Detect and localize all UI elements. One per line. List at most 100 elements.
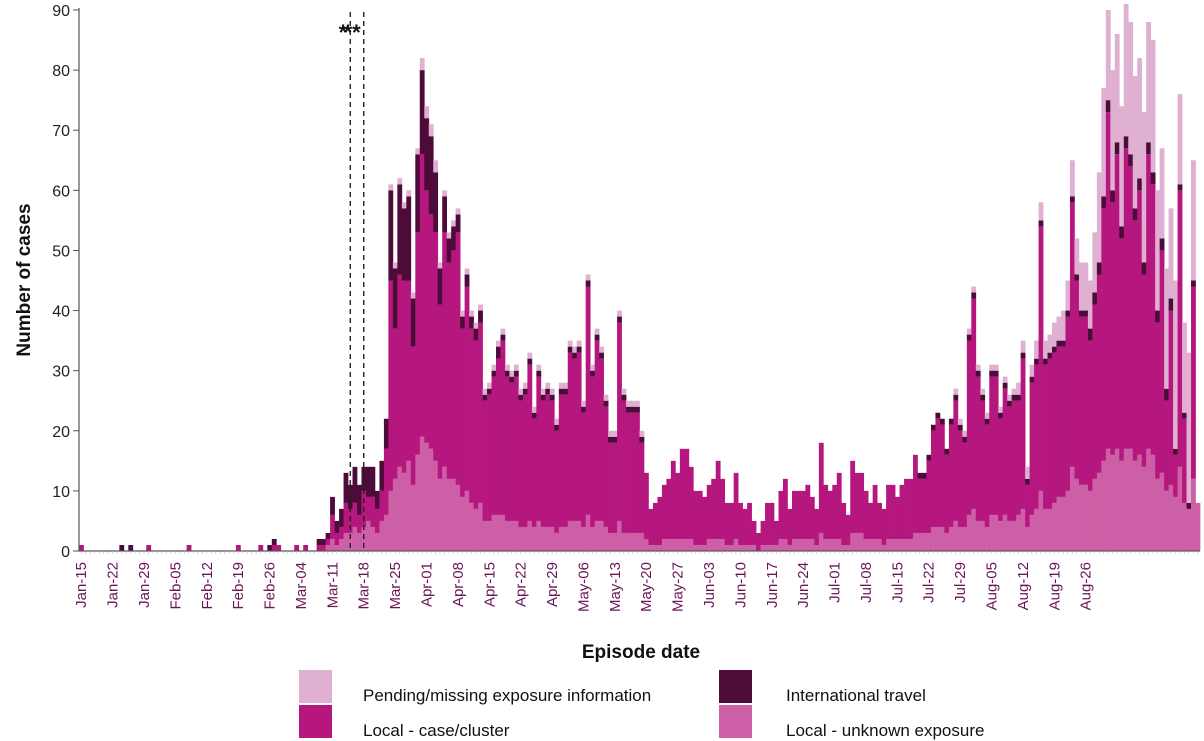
axes-layer bbox=[78, 8, 1200, 552]
bar-segment-unknown bbox=[859, 532, 865, 551]
legend-label-pending: Pending/missing exposure information bbox=[363, 686, 651, 705]
bar-segment-travel bbox=[1186, 502, 1192, 509]
bar-segment-pending bbox=[478, 304, 483, 311]
bar-segment-pending bbox=[531, 406, 537, 413]
bar-segment-unknown bbox=[1137, 454, 1143, 551]
bar-segment-travel bbox=[343, 472, 349, 503]
bar-segment-cluster bbox=[442, 232, 448, 467]
bar-segment-travel bbox=[935, 412, 941, 419]
bar-segment-cluster bbox=[1101, 208, 1107, 461]
y-tick-label: 20 bbox=[52, 424, 70, 441]
bar-segment-unknown bbox=[433, 460, 439, 551]
bar-segment-pending bbox=[527, 352, 533, 359]
bar-segment-cluster bbox=[1092, 304, 1098, 479]
bar-segment-travel bbox=[1007, 400, 1013, 407]
bar-segment-pending bbox=[509, 370, 515, 377]
bar-segment-cluster bbox=[1191, 286, 1196, 479]
bar-segment-pending bbox=[639, 430, 645, 437]
bar-segment-travel bbox=[1146, 142, 1152, 155]
bar-segment-cluster bbox=[688, 466, 694, 539]
bar-segment-travel bbox=[1092, 292, 1098, 305]
bar-segment-travel bbox=[1020, 352, 1026, 359]
bar-segment-pending bbox=[392, 262, 398, 269]
bar-segment-pending bbox=[424, 106, 430, 119]
x-tick-label: Jul-29 bbox=[952, 562, 969, 603]
bar-segment-pending bbox=[993, 364, 999, 371]
bar-segment-cluster bbox=[823, 484, 829, 539]
bar-segment-cluster bbox=[617, 322, 622, 521]
bar-segment-pending bbox=[1123, 3, 1129, 137]
bar-segment-cluster bbox=[325, 538, 331, 545]
bar-segment-unknown bbox=[352, 526, 358, 551]
y-tick-label: 40 bbox=[52, 304, 70, 321]
bar-segment-cluster bbox=[1182, 418, 1187, 503]
bar-segment-pending bbox=[966, 328, 972, 335]
bar-segment-cluster bbox=[697, 490, 703, 545]
x-tick-label: Apr-01 bbox=[419, 562, 436, 607]
x-tick-label: May-27 bbox=[670, 562, 687, 612]
bar-segment-pending bbox=[1155, 190, 1160, 311]
bar-segment-cluster bbox=[1069, 202, 1075, 467]
bar-segment-cluster bbox=[975, 376, 981, 521]
x-tick-label: Apr-08 bbox=[450, 562, 467, 607]
bar-segment-unknown bbox=[343, 532, 349, 551]
bar-segment-unknown bbox=[738, 544, 743, 551]
bar-segment-unknown bbox=[504, 520, 510, 551]
bar-segment-unknown bbox=[410, 484, 416, 551]
bar-segment-travel bbox=[930, 424, 936, 431]
bar-segment-travel bbox=[1056, 340, 1062, 347]
bar-segment-cluster bbox=[1083, 316, 1089, 485]
bar-segment-unknown bbox=[1052, 502, 1057, 551]
bar-segment-cluster bbox=[258, 544, 264, 551]
bar-segment-pending bbox=[496, 340, 501, 347]
y-tick-label: 60 bbox=[52, 183, 70, 200]
y-tick-label: 0 bbox=[61, 544, 70, 561]
bar-segment-unknown bbox=[594, 520, 600, 551]
bar-segment-travel bbox=[944, 448, 950, 455]
bar-segment-cluster bbox=[1016, 400, 1021, 515]
bar-segment-cluster bbox=[1114, 154, 1120, 449]
bar-segment-cluster bbox=[850, 460, 856, 533]
bar-segment-cluster bbox=[558, 394, 564, 527]
bar-segment-cluster bbox=[854, 472, 860, 533]
bar-segment-unknown bbox=[522, 526, 528, 551]
bar-segment-pending bbox=[397, 178, 403, 185]
bar-segment-unknown bbox=[630, 532, 636, 551]
x-tick-label: Jun-10 bbox=[732, 562, 749, 608]
bar-segment-unknown bbox=[670, 538, 676, 551]
bar-segment-cluster bbox=[549, 400, 555, 527]
bar-segment-cluster bbox=[482, 400, 488, 521]
bar-segment-cluster bbox=[796, 490, 802, 539]
bar-segment-unknown bbox=[715, 538, 721, 551]
bar-segment-pending bbox=[1002, 376, 1008, 383]
bar-segment-travel bbox=[451, 226, 456, 251]
bar-segment-cluster bbox=[469, 328, 474, 503]
bar-segment-unknown bbox=[1182, 502, 1187, 551]
y-tick-label: 30 bbox=[52, 364, 70, 381]
bar-segment-cluster bbox=[428, 214, 434, 449]
bar-segment-travel bbox=[926, 454, 932, 461]
bar-segment-cluster bbox=[742, 508, 748, 545]
bar-segment-cluster bbox=[805, 484, 811, 539]
bar-segment-pending bbox=[608, 430, 613, 437]
bar-segment-unknown bbox=[357, 532, 362, 551]
bar-segment-unknown bbox=[406, 460, 412, 551]
bar-segment-pending bbox=[482, 388, 488, 395]
bar-segment-unknown bbox=[921, 532, 927, 551]
bar-segment-cluster bbox=[881, 508, 887, 545]
bar-segment-unknown bbox=[962, 526, 968, 551]
legend: Pending/missing exposure information Int… bbox=[299, 670, 984, 740]
bar-segment-travel bbox=[536, 370, 542, 377]
bar-segment-unknown bbox=[823, 538, 829, 551]
bar-segment-unknown bbox=[545, 526, 551, 551]
bar-segment-unknown bbox=[648, 544, 654, 551]
bar-segment-unknown bbox=[675, 538, 681, 551]
x-tick-label: May-06 bbox=[575, 562, 592, 612]
legend-label-case-cluster: Local - case/cluster bbox=[363, 721, 510, 740]
bar-segment-cluster bbox=[666, 478, 672, 539]
bar-segment-travel bbox=[1159, 238, 1165, 251]
bar-segment-unknown bbox=[939, 526, 945, 551]
bar-segment-pending bbox=[419, 58, 425, 71]
bar-segment-cluster bbox=[993, 376, 999, 515]
bar-segment-cluster bbox=[738, 502, 743, 545]
